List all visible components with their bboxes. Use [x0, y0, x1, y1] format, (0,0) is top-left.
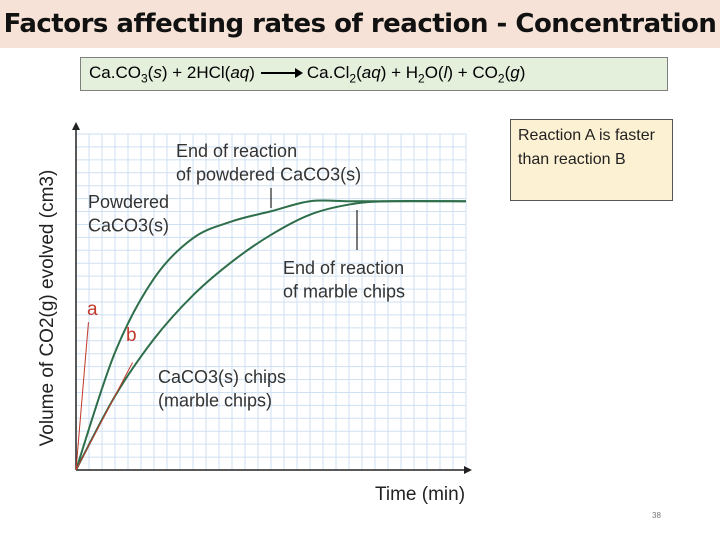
annotation-end-marble: End of reaction of marble chips	[283, 258, 405, 301]
annotation-end-powdered: End of reaction of powdered CaCO3(s)	[176, 141, 361, 184]
tangent-line-b	[75, 362, 133, 471]
y-axis-arrow-icon	[72, 122, 80, 130]
series-line-powdered	[75, 199, 466, 471]
series-line-marble-chips	[75, 199, 467, 471]
legend-label-powdered: Powdered CaCO3(s)	[88, 192, 169, 235]
reaction-arrow-icon	[260, 68, 303, 78]
slide-title: Factors affecting rates of reaction - Co…	[3, 9, 717, 39]
chart-axes	[72, 122, 472, 474]
chart-annotations: End of reaction of powdered CaCO3(s) End o…	[87, 141, 405, 410]
tangent-line-a	[75, 322, 89, 471]
callout-box: Reaction A is faster than reaction B	[510, 119, 673, 201]
annotation-label-a: a	[87, 299, 98, 320]
x-axis-label: Time (min)	[375, 484, 465, 505]
chart-series	[75, 199, 467, 471]
title-bar: Factors affecting rates of reaction - Co…	[0, 0, 720, 48]
chart-tangents	[75, 322, 133, 471]
equation-products: Ca.Cl2(aq) + H2O(l) + CO2(g)	[306, 62, 526, 86]
equation-reactants: Ca.CO3(s) + 2HCl(aq)	[89, 62, 255, 86]
slide-number: 38	[652, 511, 661, 520]
x-axis-arrow-icon	[464, 466, 472, 474]
annotation-label-b: b	[126, 325, 137, 346]
y-axis-label: Volume of CO2(g) evolved (cm3)	[37, 170, 58, 447]
legend-label-marble: CaCO3(s) chips (marble chips)	[158, 367, 286, 410]
reaction-equation: Ca.CO3(s) + 2HCl(aq) Ca.Cl2(aq) + H2O(l)…	[80, 57, 668, 91]
